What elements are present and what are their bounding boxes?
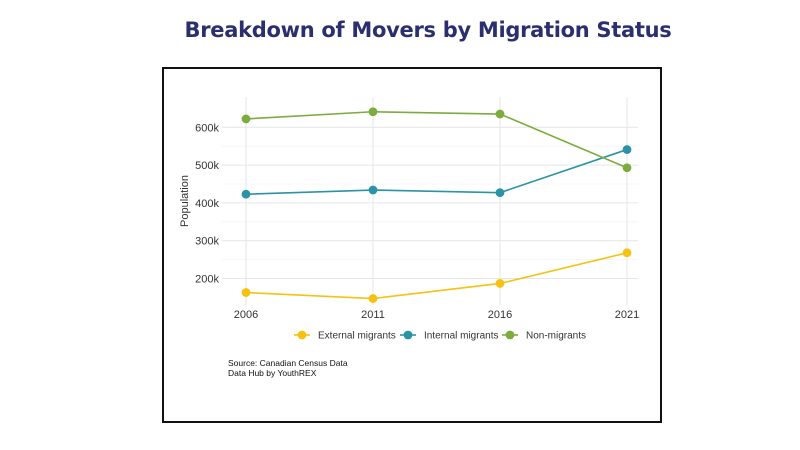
series-line-0: [245, 252, 628, 300]
y-tick-label: 300k: [195, 236, 219, 248]
data-point: [622, 248, 632, 258]
legend-key-point: [297, 330, 307, 340]
x-tick-label: 2011: [361, 309, 385, 321]
legend-key-point: [403, 330, 413, 340]
data-point: [368, 294, 378, 303]
y-axis-label: Population: [179, 175, 191, 227]
x-axis-ticks: 2006 2011 2016 2021: [234, 309, 639, 321]
legend-key-point: [505, 330, 515, 340]
page-title: Breakdown of Movers by Migration Status: [184, 18, 672, 42]
data-point: [622, 145, 632, 154]
source-line: Source: Canadian Census Data: [228, 358, 348, 368]
source-line: Data Hub by YouthREX: [228, 368, 317, 378]
y-axis-ticks: 200k 300k 400k 500k 600k: [195, 122, 219, 285]
legend-label: Internal migrants: [424, 331, 498, 342]
line-chart: 200k 300k 400k 500k 600k 2006 2011 2016 2021 Po…: [179, 97, 639, 378]
x-tick-label: 2016: [488, 309, 512, 321]
data-point: [368, 107, 378, 117]
legend: External migrants Internal migrants Non-mi…: [294, 331, 586, 342]
data-point: [241, 189, 251, 199]
data-point: [241, 288, 251, 297]
x-tick-label: 2021: [615, 309, 639, 321]
y-tick-label: 200k: [195, 274, 219, 286]
y-tick-label: 400k: [195, 198, 219, 210]
x-tick-label: 2006: [234, 309, 258, 321]
data-point: [622, 163, 632, 173]
legend-label: External migrants: [318, 331, 396, 342]
data-point: [495, 109, 505, 119]
data-point: [368, 185, 378, 195]
series-lines: [241, 107, 632, 303]
series-line-1: [245, 148, 628, 195]
chart-frame: 200k 300k 400k 500k 600k 2006 2011 2016 2021 Po…: [162, 67, 662, 423]
data-point: [495, 279, 505, 288]
y-tick-label: 600k: [195, 122, 219, 134]
data-point: [495, 188, 505, 198]
data-point: [241, 114, 251, 124]
grid-lines: [222, 97, 638, 305]
series-line-2: [245, 110, 628, 169]
legend-label: Non-migrants: [526, 331, 586, 342]
y-tick-label: 500k: [195, 160, 219, 172]
